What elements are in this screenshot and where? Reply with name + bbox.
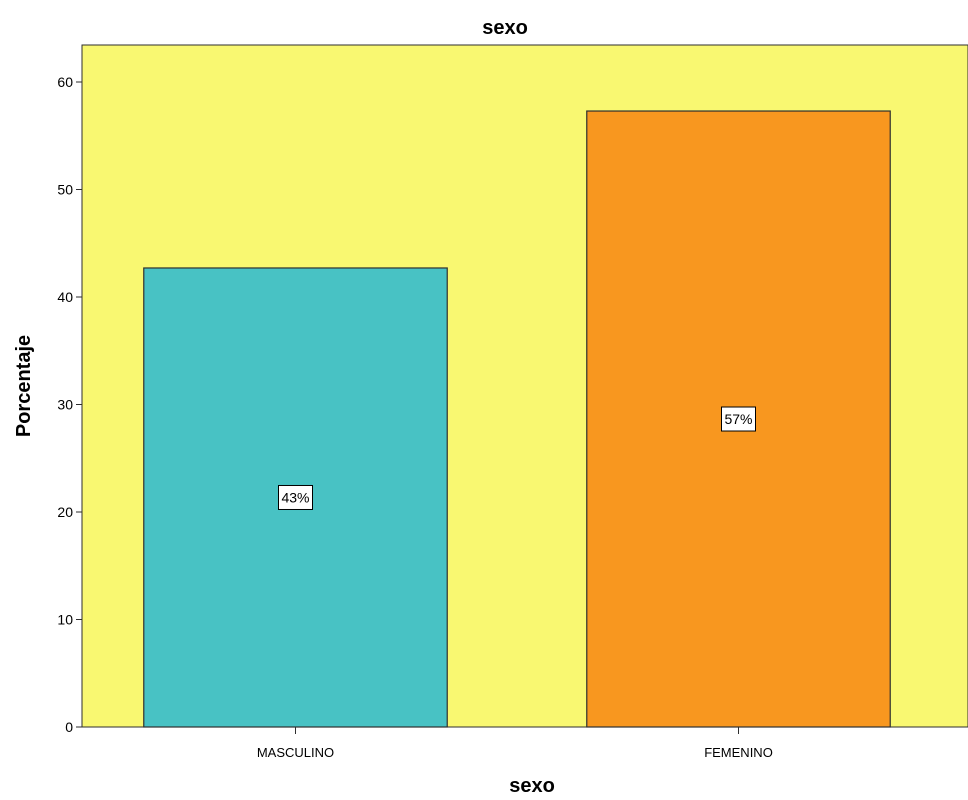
x-tick-label: FEMENINO [704, 745, 773, 760]
y-tick-label: 0 [65, 719, 73, 735]
x-axis: MASCULINO FEMENINO [257, 727, 773, 760]
y-tick-label: 40 [57, 289, 73, 305]
y-tick-label: 20 [57, 504, 73, 520]
data-label: 43% [281, 489, 309, 505]
x-tick-label: MASCULINO [257, 745, 334, 760]
data-label: 57% [724, 411, 752, 427]
y-tick-label: 50 [57, 182, 73, 198]
data-label-box [278, 484, 313, 510]
data-label-box [721, 406, 756, 432]
bars: 43% 57% [143, 110, 891, 728]
y-axis-title: Porcentaje [13, 335, 35, 437]
y-tick-label: 30 [57, 397, 73, 413]
y-tick-label: 60 [57, 74, 73, 90]
y-axis: 0 10 20 30 40 50 60 [57, 74, 82, 735]
y-tick-label: 10 [57, 612, 73, 628]
chart-title: sexo [482, 17, 528, 39]
x-axis-title: sexo [509, 775, 555, 797]
